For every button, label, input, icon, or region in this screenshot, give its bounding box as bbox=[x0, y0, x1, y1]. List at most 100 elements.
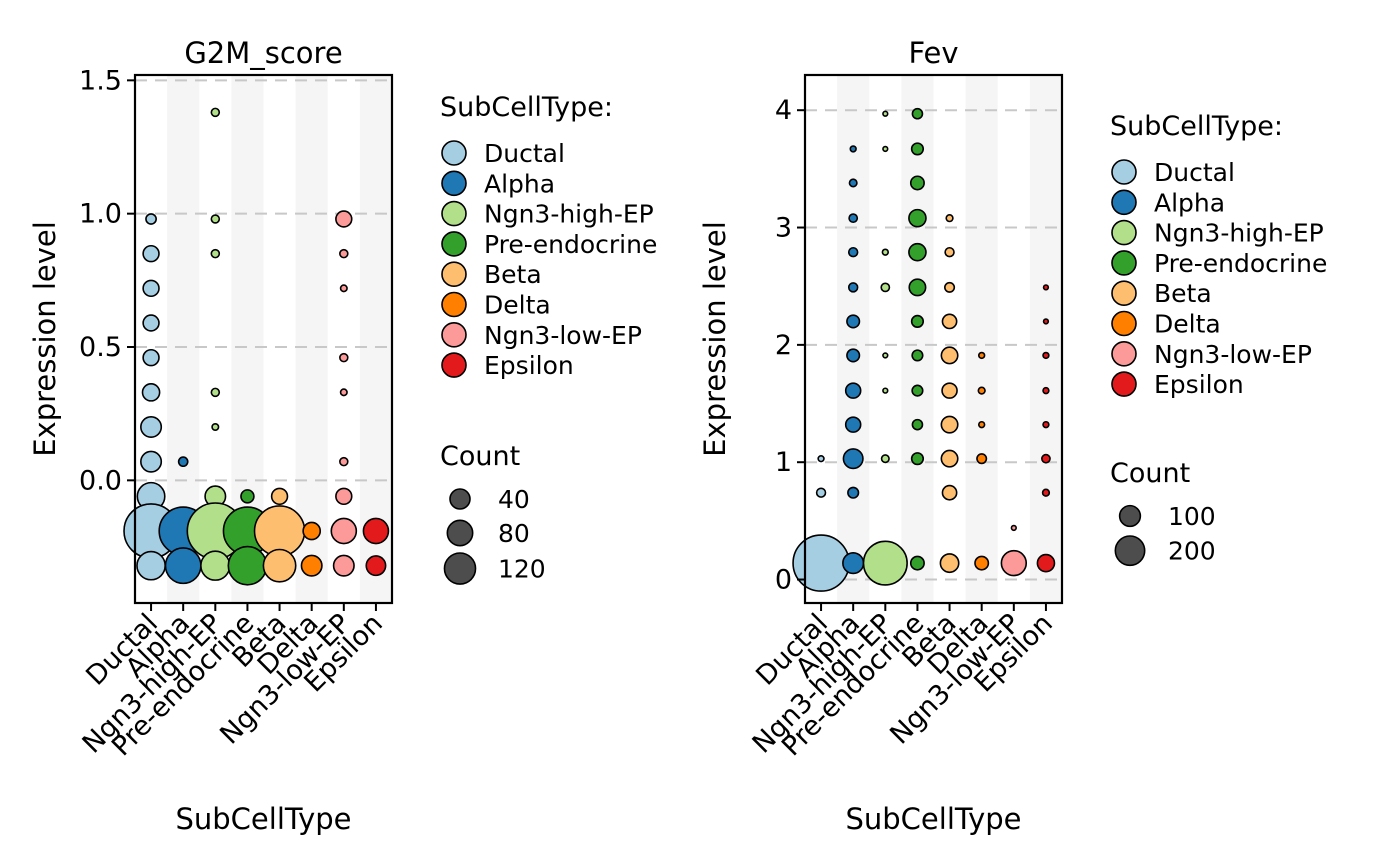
background-band bbox=[1029, 75, 1062, 603]
size-legend-marker bbox=[1114, 535, 1146, 567]
legend-label: Pre-endocrine bbox=[1154, 249, 1327, 278]
data-point bbox=[847, 282, 859, 293]
data-point bbox=[1042, 284, 1050, 291]
background-band bbox=[901, 75, 934, 603]
color-legend: SubCellType: DuctalAlphaNgn3-high-EPPre-e… bbox=[1110, 111, 1327, 399]
data-point bbox=[848, 178, 858, 188]
data-point bbox=[911, 384, 924, 397]
y-tick-label: 3 bbox=[775, 213, 792, 244]
data-point bbox=[1042, 420, 1050, 429]
background-band bbox=[837, 75, 870, 603]
data-point bbox=[362, 517, 390, 545]
data-point bbox=[302, 521, 322, 541]
data-point bbox=[849, 145, 857, 153]
data-point bbox=[211, 422, 220, 432]
data-point bbox=[1042, 386, 1050, 395]
data-point bbox=[1010, 524, 1017, 532]
data-point bbox=[941, 382, 958, 399]
data-point bbox=[977, 420, 986, 429]
plot-border bbox=[803, 73, 1064, 605]
data-point bbox=[140, 450, 163, 473]
data-point bbox=[1036, 553, 1056, 573]
legend-label: Alpha bbox=[1154, 188, 1225, 217]
data-point bbox=[262, 548, 297, 583]
legend-label: Alpha bbox=[484, 169, 555, 198]
size-legend-label: 200 bbox=[1168, 537, 1216, 566]
data-point bbox=[253, 505, 306, 557]
legend-label: Ngn3-low-EP bbox=[1154, 340, 1312, 369]
data-point bbox=[880, 282, 891, 293]
legend-label: Delta bbox=[1154, 310, 1221, 339]
data-point bbox=[815, 487, 827, 498]
size-legend: Count 100 200 bbox=[1110, 458, 1216, 567]
data-point bbox=[945, 214, 954, 223]
size-legend: Count 40 80 120 bbox=[440, 441, 546, 585]
y-tick-label: 1.0 bbox=[79, 199, 122, 230]
background-band bbox=[295, 75, 328, 603]
background-band bbox=[359, 75, 392, 603]
data-point bbox=[145, 213, 157, 225]
data-point bbox=[142, 279, 160, 298]
y-axis-title: Expression level bbox=[698, 221, 732, 457]
data-point bbox=[1041, 453, 1051, 464]
data-point bbox=[910, 142, 925, 156]
y-tick-label: 1.5 bbox=[79, 65, 122, 96]
data-point bbox=[908, 208, 927, 228]
data-point bbox=[817, 454, 825, 463]
data-point bbox=[847, 486, 860, 499]
data-point bbox=[939, 553, 960, 574]
data-point bbox=[141, 382, 161, 402]
data-point bbox=[330, 517, 358, 545]
legend-marker bbox=[441, 261, 467, 288]
size-legend-title: Count bbox=[440, 441, 520, 472]
legend-label: Ductal bbox=[484, 139, 565, 168]
legend-marker bbox=[441, 200, 467, 227]
data-point bbox=[909, 175, 925, 191]
data-point bbox=[1000, 549, 1028, 577]
data-point bbox=[270, 487, 289, 506]
legend-marker bbox=[1111, 250, 1137, 276]
data-point bbox=[882, 352, 889, 359]
data-point bbox=[909, 555, 925, 571]
data-point bbox=[842, 551, 865, 575]
background-band bbox=[965, 75, 998, 603]
size-legend-marker bbox=[446, 519, 474, 547]
y-axis-title: Expression level bbox=[28, 221, 62, 457]
data-point bbox=[335, 210, 353, 228]
data-point bbox=[339, 456, 349, 467]
data-point bbox=[332, 554, 355, 577]
data-point bbox=[847, 246, 859, 258]
data-point bbox=[940, 346, 959, 365]
data-point bbox=[365, 555, 387, 577]
data-point bbox=[142, 348, 160, 367]
size-legend-label: 80 bbox=[498, 519, 530, 548]
data-point bbox=[210, 107, 221, 118]
data-point bbox=[862, 540, 908, 586]
legend-label: Ngn3-high-EP bbox=[484, 200, 654, 229]
data-point bbox=[164, 547, 202, 585]
data-point bbox=[300, 554, 323, 577]
legend-label: Beta bbox=[1154, 279, 1212, 308]
data-point bbox=[142, 314, 160, 332]
data-point bbox=[910, 314, 925, 328]
legend-label: Pre-endocrine bbox=[484, 230, 657, 259]
legend-marker bbox=[1111, 310, 1137, 337]
legend-marker bbox=[441, 352, 467, 378]
data-point bbox=[846, 314, 861, 329]
data-point bbox=[844, 382, 862, 399]
data-point bbox=[227, 545, 268, 586]
data-point bbox=[140, 415, 163, 439]
data-point bbox=[911, 107, 924, 120]
data-point bbox=[335, 487, 353, 506]
legend-marker bbox=[1111, 371, 1137, 397]
data-point bbox=[844, 416, 862, 433]
y-tick-label: 0 bbox=[775, 565, 792, 596]
color-legend: SubCellType: DuctalAlphaNgn3-high-EPPre-e… bbox=[440, 92, 657, 380]
data-point bbox=[1041, 488, 1051, 497]
data-point bbox=[941, 313, 958, 330]
legend-title: SubCellType: bbox=[440, 92, 613, 123]
legend-label: Epsilon bbox=[1154, 370, 1244, 399]
data-point bbox=[210, 214, 221, 224]
data-point bbox=[944, 281, 956, 293]
